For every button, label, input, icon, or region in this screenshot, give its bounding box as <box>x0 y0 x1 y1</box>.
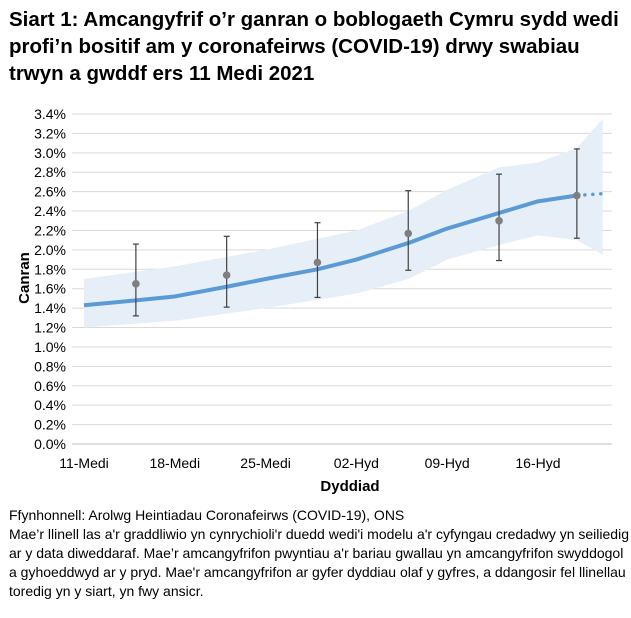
x-tick-label: 02-Hyd <box>334 455 379 471</box>
footnote: Mae’r llinell las a'r graddliwio yn cynr… <box>9 526 629 599</box>
y-tick-label: 2.4% <box>34 203 66 219</box>
chart: 0.0% 0.2% 0.4% 0.6% 0.8% 1.0% 1.2% 1.4% 1.6% 1.8%… <box>16 106 612 495</box>
y-tick-label: 1.6% <box>34 281 66 297</box>
y-tick-label: 1.2% <box>34 320 66 336</box>
model-line <box>83 193 578 308</box>
data-point <box>313 258 322 267</box>
y-tick-label: 1.0% <box>34 339 66 355</box>
data-point <box>495 216 503 225</box>
y-tick-label: 0.6% <box>34 378 66 394</box>
y-tick-label: 0.2% <box>34 417 66 433</box>
data-point <box>132 280 140 288</box>
source-note: Ffynhonnell: Arolwg Heintiadau Coronafei… <box>9 507 405 523</box>
y-tick-label: 0.4% <box>34 397 66 413</box>
data-point <box>404 229 413 238</box>
x-tick-label: 09-Hyd <box>425 455 470 471</box>
x-tick-label: 18-Medi <box>149 455 200 471</box>
chart-title: Siart 1: Amcangyfrif o’r ganran o boblog… <box>9 8 619 85</box>
y-tick-label: 1.4% <box>34 300 66 316</box>
y-tick-label: 3.0% <box>34 145 66 161</box>
y-tick-label: 0.8% <box>34 358 66 374</box>
y-tick-label: 2.0% <box>34 242 66 258</box>
data-point <box>573 191 581 200</box>
credible-interval-band <box>84 118 603 328</box>
y-tick-label: 2.8% <box>34 164 66 180</box>
x-tick-label: 11-Medi <box>59 455 109 471</box>
data-point <box>222 271 231 279</box>
y-tick-label: 0.0% <box>34 436 66 452</box>
y-tick-label: 3.4% <box>34 106 66 122</box>
x-tick-label: 25-Medi <box>240 455 291 471</box>
y-tick-label: 2.6% <box>34 184 66 200</box>
y-tick-label: 1.8% <box>34 261 66 277</box>
y-tick-label: 2.2% <box>34 222 66 238</box>
x-tick-label: 16-Hyd <box>515 455 560 471</box>
x-axis-title: Dyddiad <box>320 478 379 495</box>
y-tick-label: 3.2% <box>34 125 66 141</box>
y-axis-title: Canran <box>16 252 33 304</box>
